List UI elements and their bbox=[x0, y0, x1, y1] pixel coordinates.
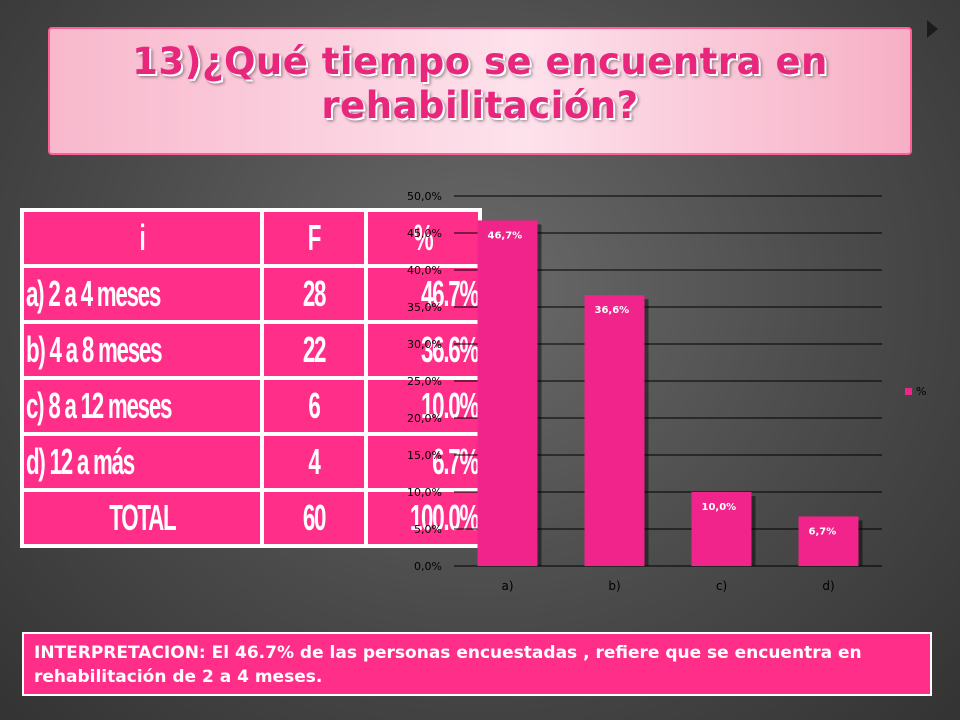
x-tick-label: a) bbox=[501, 579, 513, 593]
y-tick-label: 5,0% bbox=[414, 523, 442, 536]
y-tick-label: 10,0% bbox=[407, 486, 442, 499]
chart-svg: 0,0% 5,0% 10,0% 15,0% 20,0% 25,0% 30,0% 35,0% 40… bbox=[407, 190, 926, 593]
bar bbox=[798, 516, 859, 566]
row-label: a) 2 a 4 meses bbox=[26, 273, 161, 314]
row-label: b) 4 a 8 meses bbox=[26, 329, 162, 370]
table-row: d) 12 a más 4 6.7% bbox=[19, 432, 483, 492]
title-banner bbox=[48, 27, 912, 155]
row-label: d) 12 a más bbox=[26, 441, 135, 482]
data-label: 10,0% bbox=[702, 502, 737, 513]
table-row: a) 2 a 4 meses 28 46.7% bbox=[19, 264, 483, 324]
table-header-row: i F % bbox=[19, 208, 483, 268]
table-total-row: TOTAL 60 100.0% bbox=[19, 488, 483, 548]
x-tick-label: d) bbox=[822, 579, 834, 593]
slide-title: 13)¿Qué tiempo se encuentra en rehabilit… bbox=[132, 40, 828, 127]
y-tick-label: 15,0% bbox=[407, 449, 442, 462]
table-row: b) 4 a 8 meses 22 36.6% bbox=[19, 320, 483, 380]
row-frequency: 6 bbox=[308, 385, 321, 426]
next-slide-arrow-icon[interactable] bbox=[927, 20, 938, 38]
row-frequency: 22 bbox=[303, 329, 327, 370]
y-tick-label: 20,0% bbox=[407, 412, 442, 425]
x-tick-label: b) bbox=[608, 579, 620, 593]
bar-chart: 0,0% 5,0% 10,0% 15,0% 20,0% 25,0% 30,0% 35,0% 40… bbox=[396, 184, 936, 604]
data-label: 46,7% bbox=[488, 230, 523, 241]
y-tick-label: 35,0% bbox=[407, 301, 442, 314]
y-tick-label: 45,0% bbox=[407, 227, 442, 240]
interpretation-text: INTERPRETACION: El 46.7% de las personas… bbox=[34, 643, 862, 687]
row-frequency: 4 bbox=[308, 441, 321, 482]
header-i: i bbox=[139, 217, 146, 258]
frequency-table: i F % a) 2 a 4 meses 28 46.7% b) 4 a 8 m… bbox=[19, 208, 483, 548]
data-label: 36,6% bbox=[595, 305, 630, 316]
bar bbox=[477, 220, 538, 567]
row-percent: 46.7% bbox=[421, 273, 479, 314]
row-frequency: 60 bbox=[303, 497, 327, 538]
y-tick-label: 40,0% bbox=[407, 264, 442, 277]
row-label: TOTAL bbox=[109, 497, 176, 538]
header-percent: % bbox=[413, 217, 434, 258]
row-percent: 6.7% bbox=[432, 441, 479, 482]
bar bbox=[691, 492, 752, 566]
y-tick-label: 50,0% bbox=[407, 190, 442, 203]
y-tick-label: 25,0% bbox=[407, 375, 442, 388]
row-label: c) 8 a 12 meses bbox=[26, 385, 172, 426]
header-f: F bbox=[308, 217, 322, 258]
interpretation-box: INTERPRETACION: El 46.7% de las personas… bbox=[22, 632, 932, 696]
table-row: c) 8 a 12 meses 6 10.0% bbox=[19, 376, 483, 436]
data-label: 6,7% bbox=[809, 526, 837, 537]
row-frequency: 28 bbox=[303, 273, 327, 314]
y-tick-label: 0,0% bbox=[414, 560, 442, 573]
bar bbox=[584, 295, 645, 566]
x-tick-label: c) bbox=[716, 579, 727, 593]
y-tick-label: 30,0% bbox=[407, 338, 442, 351]
legend-swatch bbox=[905, 388, 912, 395]
legend-label: % bbox=[916, 385, 926, 398]
row-percent: 36.6% bbox=[421, 329, 479, 370]
